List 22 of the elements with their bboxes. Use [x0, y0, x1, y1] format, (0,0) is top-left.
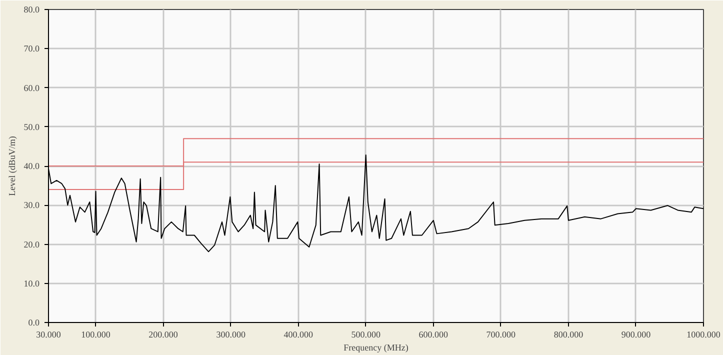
x-tick-label: 700.000 — [486, 330, 516, 340]
x-tick-label: 100.000 — [81, 330, 111, 340]
x-tick-label: 300.000 — [216, 330, 246, 340]
x-tick-label: 600.000 — [418, 330, 449, 340]
x-tick-label: 200.000 — [148, 330, 178, 340]
x-tick-label: 500.000 — [351, 330, 381, 340]
y-tick-label: 30.0 — [24, 200, 40, 210]
y-tick-label: 10.0 — [24, 278, 40, 288]
y-tick-label: 40.0 — [24, 161, 40, 171]
y-tick-label: 70.0 — [24, 44, 40, 54]
x-tick-label: 1000.000 — [686, 330, 721, 340]
y-tick-label: 80.0 — [24, 4, 40, 14]
x-tick-label: 900.000 — [621, 330, 652, 340]
x-tick-label: 400.000 — [284, 330, 314, 340]
y-tick-label: 20.0 — [24, 239, 40, 250]
y-tick-label: 50.0 — [24, 122, 40, 132]
x-tick-label: 30.000 — [36, 330, 62, 340]
y-tick-label: 60.0 — [24, 82, 40, 93]
x-axis-title: Frequency (MHz) — [344, 342, 408, 352]
y-axis-title: Level (dBuV/m) — [6, 136, 17, 196]
y-tick-label: 0.0 — [28, 318, 40, 328]
x-tick-label: 800.000 — [554, 330, 584, 340]
